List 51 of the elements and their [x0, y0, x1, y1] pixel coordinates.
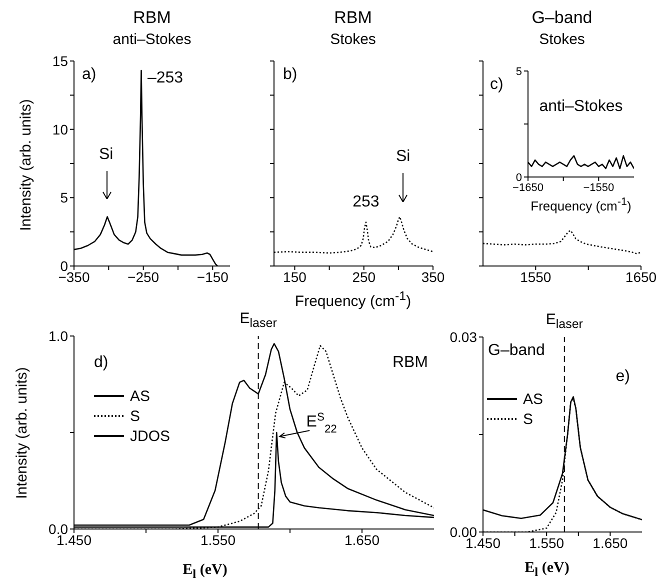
- legend-label: AS: [130, 388, 150, 404]
- y-axis-title: Intensity (arb. units): [14, 367, 30, 499]
- y-tick-label: 5: [516, 66, 522, 78]
- chart-title: G–band: [532, 8, 592, 28]
- x-axis-title: E$_{l}$ (eV): [182, 562, 228, 582]
- ref-line-label: E$_{laser}$: [546, 311, 583, 331]
- annotation: e): [616, 368, 630, 386]
- y-tick-label: 0.03: [450, 328, 478, 345]
- legend-label: S: [130, 408, 140, 424]
- x-tick-label: 1.650: [592, 534, 628, 551]
- legend-label: S: [523, 410, 534, 428]
- legend-label: AS: [523, 390, 544, 408]
- x-tick-label: 250: [352, 268, 376, 285]
- annotation: RBM: [392, 354, 428, 372]
- x-axis-title: Frequency (cm$^{-1}$): [530, 196, 632, 214]
- annotation: d): [94, 354, 108, 372]
- chart-subtitle: anti–Stokes: [112, 31, 192, 48]
- annotation: Si: [396, 148, 410, 166]
- x-tick-label: 1.550: [200, 532, 236, 548]
- annotation: b): [283, 66, 298, 84]
- y-tick-label: 10: [52, 121, 68, 138]
- x-tick-label: 1.550: [529, 534, 564, 551]
- x-tick-label: −1650: [512, 182, 544, 194]
- y-tick-label: 0: [516, 172, 522, 184]
- x-axis-title: E$_{l}$ (eV): [524, 560, 570, 580]
- x-tick-label: 1650: [625, 268, 657, 285]
- legend-label: JDOS: [130, 428, 170, 444]
- x-tick-label: 350: [421, 268, 445, 285]
- text: anti–Stokes: [539, 98, 623, 116]
- annotation: a): [82, 66, 96, 84]
- x-axis-title: Frequency (cm$^{-1}$): [294, 289, 412, 310]
- annotation: c): [490, 76, 504, 94]
- y-tick-label: 15: [52, 52, 68, 69]
- x-tick-label: 1.650: [344, 532, 380, 548]
- y-axis-title: Intensity (arb. units): [18, 99, 34, 231]
- chart-subtitle: Stokes: [330, 31, 376, 48]
- y-tick-label: 5: [60, 190, 68, 206]
- chart-title: RBM: [334, 8, 372, 28]
- x-tick-label: −150: [196, 268, 229, 285]
- annotation: –253: [147, 70, 184, 87]
- annotation: G–band: [488, 342, 545, 360]
- chart-title: RBM: [133, 8, 171, 28]
- x-tick-label: −250: [128, 268, 160, 285]
- ref-line-label: E$_{laser}$: [240, 310, 277, 330]
- x-tick-label: 150: [283, 268, 307, 285]
- annotation: 253: [352, 193, 380, 210]
- x-tick-label: 1550: [520, 268, 552, 285]
- chart-subtitle: Stokes: [539, 31, 585, 48]
- annotation: Si: [99, 146, 114, 164]
- x-tick-label: −1550: [583, 182, 614, 194]
- y-tick-label: 1.0: [48, 328, 68, 344]
